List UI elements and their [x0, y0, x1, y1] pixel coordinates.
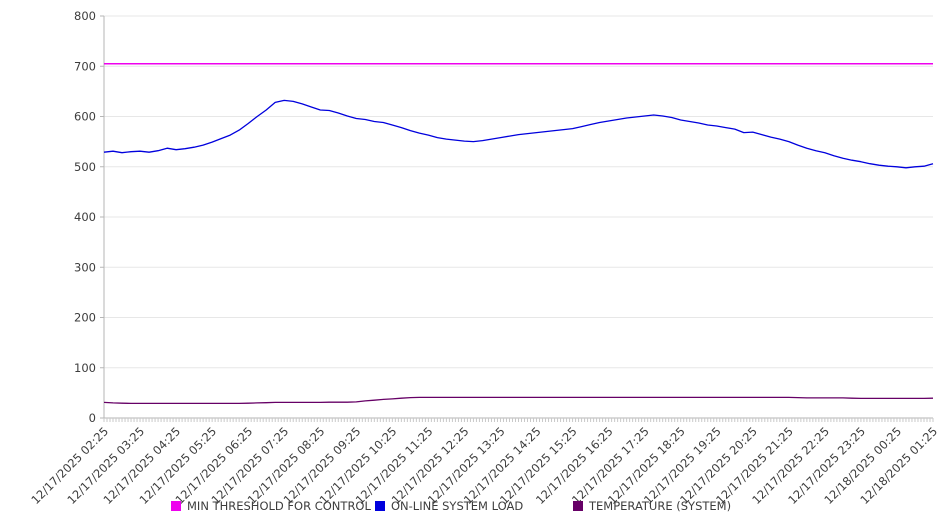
- svg-text:100: 100: [74, 361, 96, 375]
- svg-text:700: 700: [74, 59, 96, 73]
- svg-text:400: 400: [74, 210, 96, 224]
- svg-text:800: 800: [74, 9, 96, 23]
- svg-text:300: 300: [74, 260, 96, 274]
- svg-text:0: 0: [89, 411, 96, 425]
- svg-text:500: 500: [74, 160, 96, 174]
- svg-text:600: 600: [74, 110, 96, 124]
- svg-text:200: 200: [74, 311, 96, 325]
